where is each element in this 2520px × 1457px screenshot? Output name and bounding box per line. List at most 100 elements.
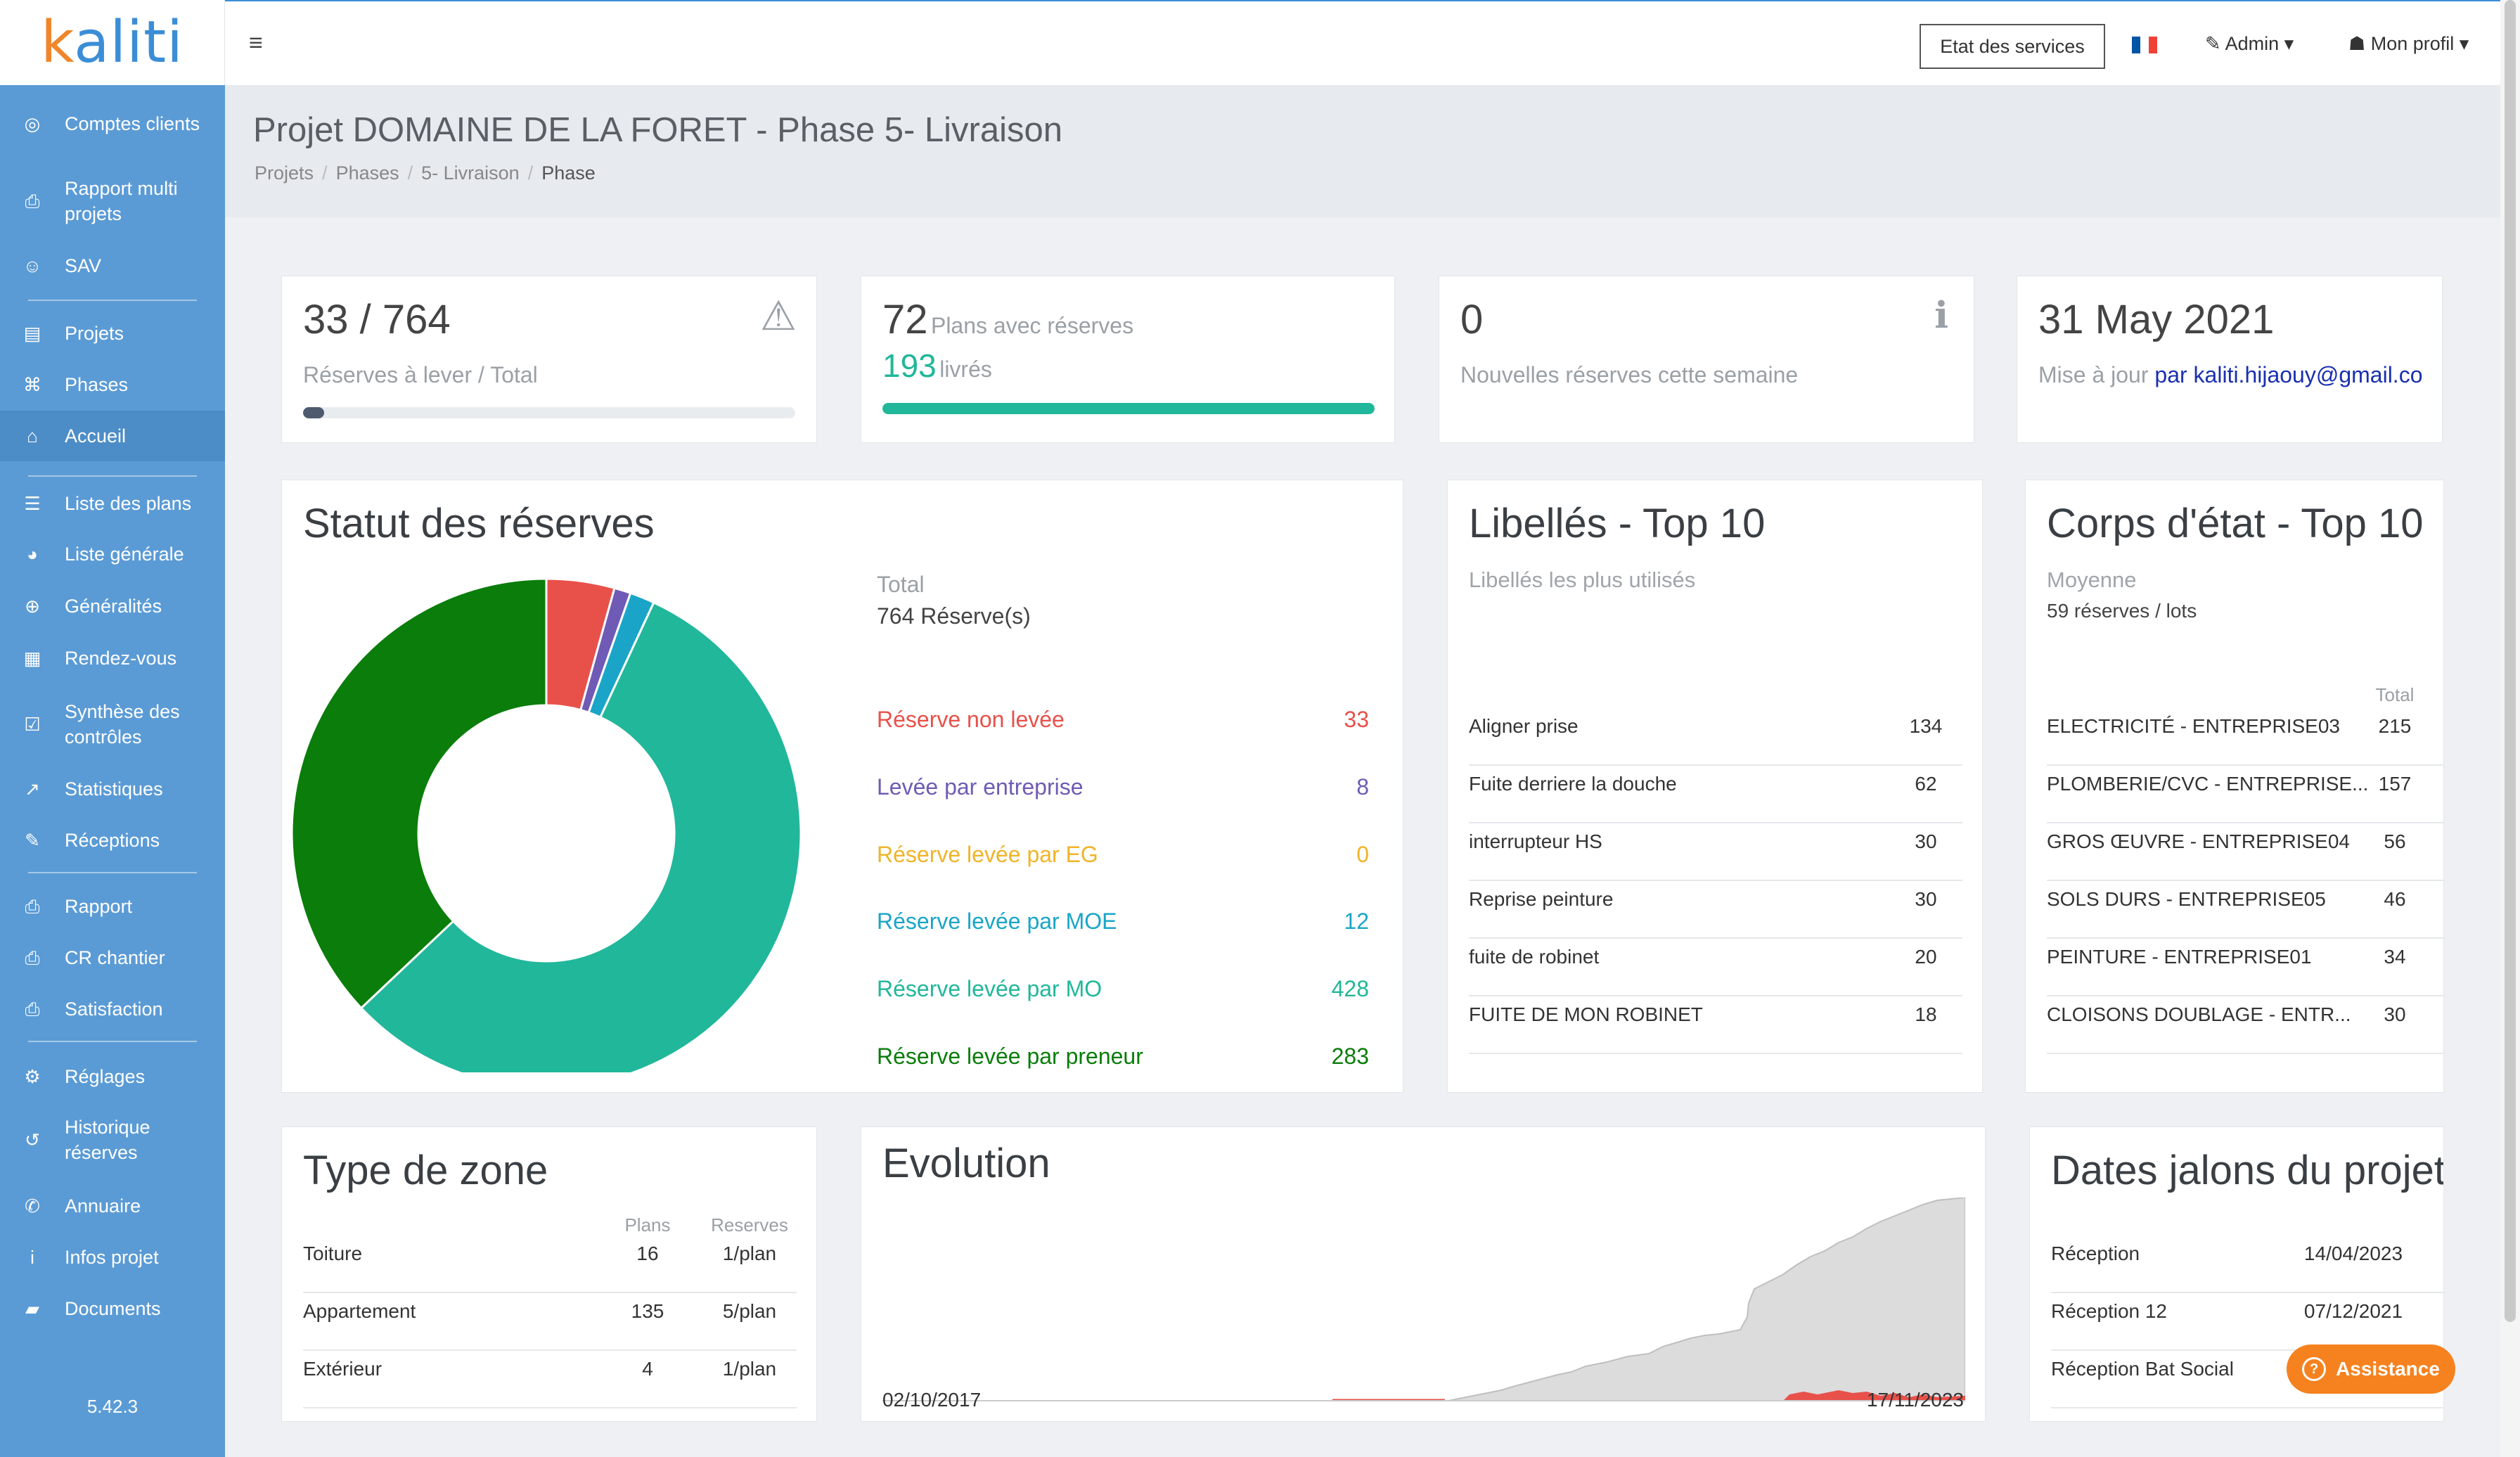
flag-stripe [2140,37,2149,53]
column-header-total: Total [2375,684,2415,705]
plans-line: 72 Plans avec réserves [882,296,1133,343]
libelles-title: Libellés - Top 10 [1469,501,1766,546]
admin-dropdown[interactable]: ✎ Admin ▾ [2205,33,2294,54]
livres-count: 193 [882,347,937,384]
donut-slice[interactable] [359,601,802,1072]
globe-icon: ⊕ [25,596,40,617]
breadcrumb-separator: / [407,162,413,184]
statut-donut-chart [292,577,802,1072]
sidebar-item-label: Annuaire [65,1195,141,1217]
sidebar-item-projets[interactable]: ▤ Projets [0,319,225,347]
sidebar-item-label: Accueil [65,425,127,447]
table-row: Aligner prise 134 [1469,708,1962,766]
table-row: GROS ŒUVRE - ENTREPRISE04 56 [2047,823,2443,881]
print-icon: ⎙ [25,999,40,1020]
sidebar-item-reglages[interactable]: ⚙ Réglages [0,1063,225,1091]
scrollbar-thumb[interactable] [2505,0,2516,1322]
sidebar-item-label: Projets [65,323,124,344]
sidebar-item-cr-chantier[interactable]: ⎙ CR chantier [0,944,225,972]
sidebar-divider [28,872,197,873]
sidebar-item-label: Réceptions [65,830,160,851]
table-row: Reprise peinture 30 [1469,881,1962,939]
sidebar-item-satisfaction[interactable]: ⎙ Satisfaction [0,995,225,1023]
mise-a-jour-line: Mise à jour par kaliti.hijaouy@gmail.co [2038,362,2422,388]
corps-count: 56 [2384,830,2406,852]
flag-stripe [2132,37,2140,53]
logo[interactable]: kaliti [0,0,225,85]
flag-stripe [2149,37,2157,53]
sidebar-item-accueil[interactable]: ⌂ Accueil [0,411,225,461]
dates-jalons-card: Dates jalons du projet Réception 14/04/20… [2029,1127,2444,1422]
sidebar-item-documents[interactable]: ▰ Documents [0,1295,225,1323]
corps-label: CLOISONS DOUBLAGE - ENTR... [2047,1003,2351,1025]
language-flag-fr-icon[interactable] [2132,37,2157,53]
mise-a-jour-label: Mise à jour [2038,362,2149,387]
sidebar-item-sav[interactable]: ☺ SAV [0,252,225,280]
line-chart-icon: ↗ [25,778,40,800]
corps-count: 46 [2384,888,2406,910]
corps-count: 157 [2378,773,2412,795]
assistance-button[interactable]: ? Assistance [2287,1344,2455,1394]
libelle-label: Aligner prise [1469,715,1579,737]
info-icon: i [30,1247,34,1268]
sidebar-item-annuaire[interactable]: ✆ Annuaire [0,1192,225,1220]
profile-dropdown[interactable]: ☗ Mon profil ▾ [2348,33,2469,54]
sidebar-item-receptions[interactable]: ✎ Réceptions [0,826,225,854]
sidebar-item-label: Généralités [65,596,162,617]
libelle-count: 62 [1915,773,1937,795]
sidebar-item-liste-generale[interactable]: ◕ Liste générale [0,540,225,568]
phone-icon: ✆ [25,1195,40,1217]
sidebar-item-liste-des-plans[interactable]: ☰ Liste des plans [0,489,225,518]
sidebar-item-label: Comptes clients [65,113,200,134]
leaf-icon: ✎ [25,830,40,851]
legend-label: Réserve levée par EG [877,842,1098,867]
breadcrumb: Projets / Phases / 5- Livraison / Phase [255,162,596,184]
libelle-label: FUITE DE MON ROBINET [1469,1003,1703,1025]
breadcrumb-phases[interactable]: Phases [335,162,399,184]
sidebar-item-infos-projet[interactable]: i Infos projet [0,1243,225,1271]
evolution-date-end: 17/11/2023 [1866,1389,1964,1411]
home-icon: ⌂ [27,425,38,447]
legend-label: Réserve levée par MO [877,976,1102,1001]
progress-fill [303,407,325,418]
mise-a-jour-user-link[interactable]: par kaliti.hijaouy@gmail.co [2154,362,2423,387]
corps-label: SOLS DURS - ENTREPRISE05 [2047,888,2326,910]
etat-des-services-button[interactable]: Etat des services [1920,24,2105,69]
sidebar-item-phases[interactable]: ⌘ Phases [0,371,225,399]
libelle-count: 20 [1915,946,1937,968]
libelle-count: 30 [1915,888,1937,910]
sidebar-item-statistiques[interactable]: ↗ Statistiques [0,775,225,803]
table-row: Réception Bat Social [2051,1351,2443,1408]
nouvelles-count: 0 [1460,297,1484,342]
libelle-count: 18 [1915,1003,1937,1025]
corps-label: GROS ŒUVRE - ENTREPRISE04 [2047,830,2350,852]
breadcrumb-projets[interactable]: Projets [255,162,314,184]
libelles-subtitle: Libellés les plus utilisés [1469,567,1696,592]
legend-value: 283 [1331,1044,1369,1069]
type-zone-title: Type de zone [303,1148,548,1193]
breadcrumb-livraison[interactable]: 5- Livraison [421,162,520,184]
sidebar-item-rendez-vous[interactable]: ▦ Rendez-vous [0,644,225,672]
stat-card-plans: 72 Plans avec réserves 193 livrés [861,276,1395,443]
sidebar-item-rapport[interactable]: ⎙ Rapport [0,892,225,920]
table-row: Extérieur 4 1/plan [303,1351,797,1408]
jalon-label: Réception Bat Social [2051,1358,2234,1380]
sidebar-item-synthese-des-controles[interactable]: ☑ Synthèse des contrôles [0,699,225,750]
info-icon: ℹ [1934,295,1948,336]
sidebar-item-rapport-multi-projets[interactable]: ⎙ Rapport multi projets [0,176,225,226]
sidebar-item-comptes-clients[interactable]: ◎ Comptes clients [0,98,225,149]
sidebar-item-generalites[interactable]: ⊕ Généralités [0,592,225,620]
sidebar-item-label: SAV [65,255,102,276]
table-row: Réception 12 07/12/2021 [2051,1293,2443,1351]
sidebar-item-label: Réglages [65,1066,146,1087]
total-label: Total [877,572,925,597]
table-row: fuite de robinet 20 [1469,939,1962,996]
sidebar-item-label: Rapport multi projets [65,178,178,224]
donut-slice[interactable] [292,577,548,1010]
libelle-label: Reprise peinture [1469,888,1614,910]
sidebar-item-historique-reserves[interactable]: ↺ Historique réserves [0,1115,225,1165]
evolution-open-area [1782,1390,1965,1401]
progress-fill [882,403,1375,414]
legend-label: Levée par entreprise [877,774,1084,800]
menu-toggle-icon[interactable]: ≡ [249,30,263,56]
